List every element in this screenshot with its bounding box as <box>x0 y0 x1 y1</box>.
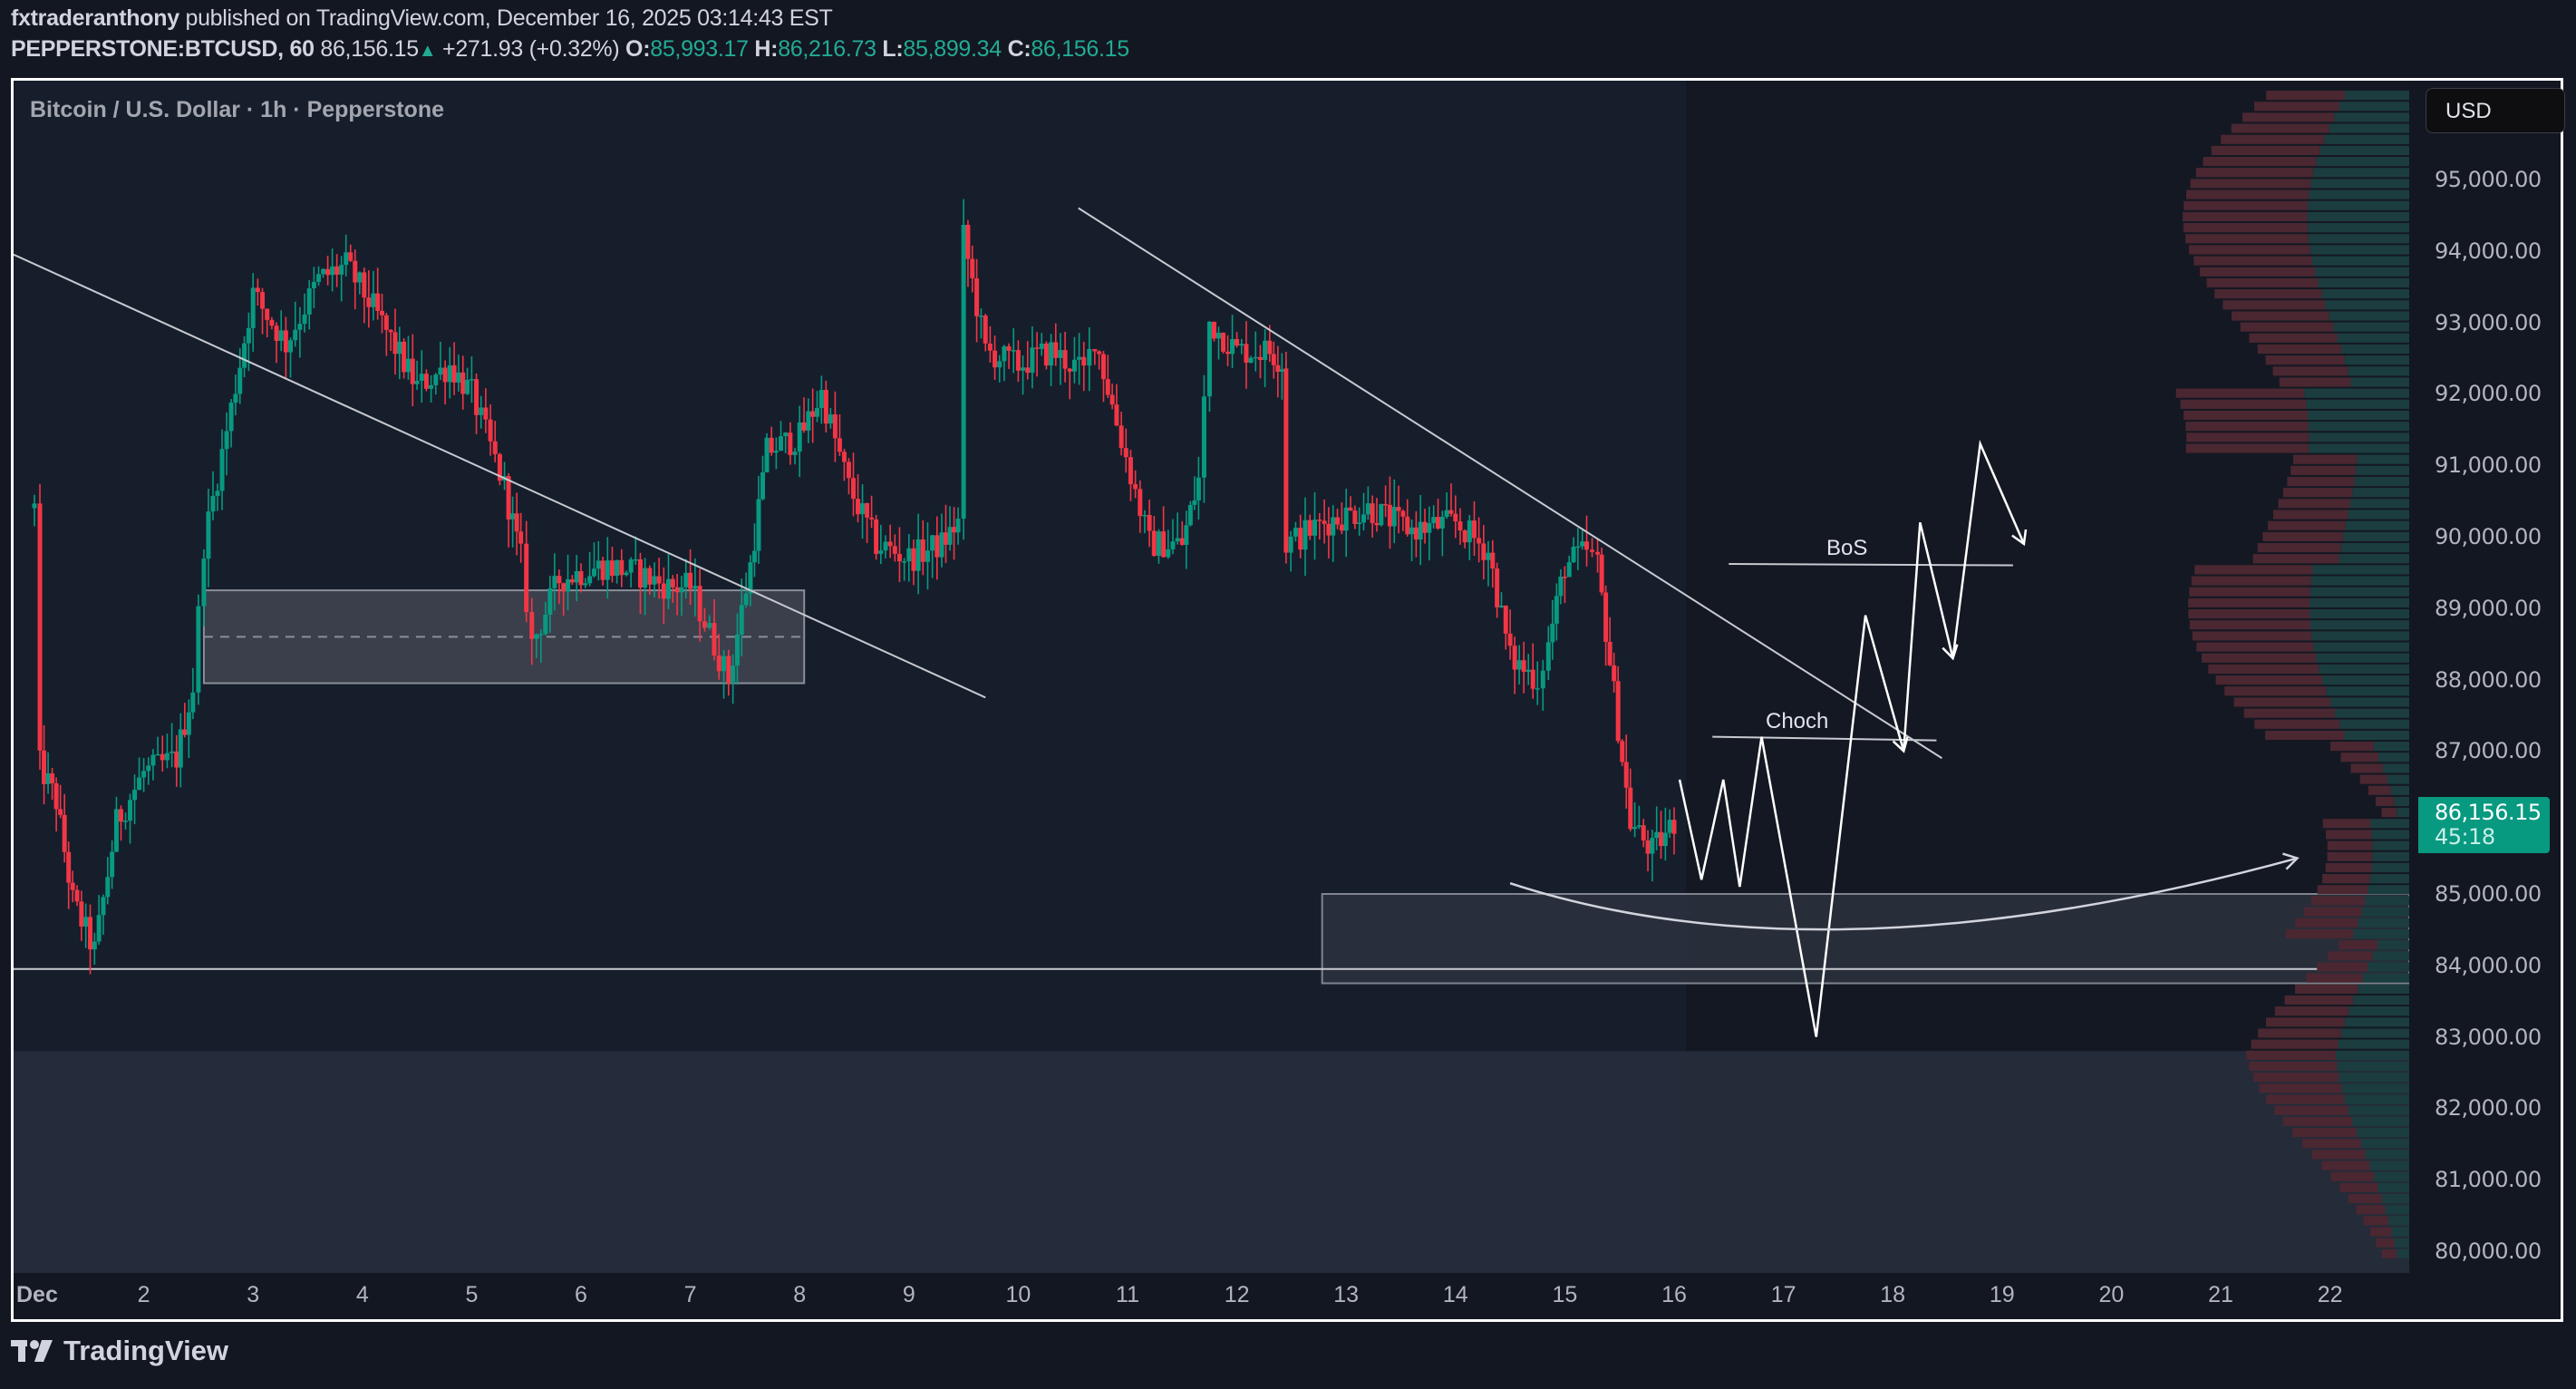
choch-level <box>1712 735 1937 742</box>
close-value: 86,156.15 <box>1031 36 1129 62</box>
date-tick: 10 <box>1005 1282 1031 1307</box>
price-tick: 80,000.00 <box>2435 1238 2542 1264</box>
price-tick: 89,000.00 <box>2435 595 2542 621</box>
price-tick: 91,000.00 <box>2435 452 2542 479</box>
price-tick: 87,000.00 <box>2435 738 2542 764</box>
date-tick: 11 <box>1116 1282 1139 1307</box>
date-tick: 18 <box>1880 1282 1906 1307</box>
date-tick: 12 <box>1224 1282 1250 1307</box>
open-label: O: <box>625 36 651 62</box>
date-tick: 20 <box>2098 1282 2125 1307</box>
price-tick: 83,000.00 <box>2435 1024 2542 1050</box>
date-tick: 13 <box>1333 1282 1360 1307</box>
date-tick: 2 <box>137 1282 150 1307</box>
price-tick: 82,000.00 <box>2435 1095 2542 1122</box>
curved-arrow <box>1509 857 2298 931</box>
price-tick: 84,000.00 <box>2435 952 2542 978</box>
date-tick: Dec <box>16 1282 58 1307</box>
price-change: +271.93 (+0.32%) <box>442 36 620 62</box>
publish-info: fxtraderanthony published on TradingView… <box>11 5 833 32</box>
date-tick: 17 <box>1770 1282 1796 1307</box>
price-tick: 93,000.00 <box>2435 309 2542 335</box>
close-label: C: <box>1007 36 1031 62</box>
current-price: 86,156.15 <box>2435 799 2542 825</box>
current-price-tag: 86,156.15 45:18 <box>2418 796 2550 853</box>
date-tick: 15 <box>1552 1282 1578 1307</box>
trendline-2 <box>1078 207 1943 760</box>
date-tick: 14 <box>1442 1282 1468 1307</box>
price-tick: 88,000.00 <box>2435 666 2542 693</box>
chart-frame: Bitcoin / U.S. Dollar · 1h · Pepperstone… <box>11 78 2565 1322</box>
date-tick: 3 <box>247 1282 260 1307</box>
up-arrow-icon: ▲ <box>418 41 437 61</box>
date-tick: 9 <box>902 1282 915 1307</box>
price-tick: 94,000.00 <box>2435 238 2542 264</box>
date-tick: 21 <box>2208 1282 2233 1307</box>
published-text: published on TradingView.com, December 1… <box>185 5 833 31</box>
date-tick: 4 <box>355 1282 369 1307</box>
bar-countdown: 45:18 <box>2435 823 2495 850</box>
symbol-info-line: PEPPERSTONE:BTCUSD, 60 86,156.15▲ +271.9… <box>11 36 1129 63</box>
lower-shaded-zone <box>14 1051 2409 1273</box>
price-tick: 90,000.00 <box>2435 524 2542 549</box>
chart-canvas[interactable] <box>14 81 2409 1273</box>
bos-label: BoS <box>1826 536 1868 560</box>
date-tick: 8 <box>793 1282 807 1307</box>
author-name: fxtraderanthony <box>11 5 179 31</box>
time-axis[interactable]: Dec 2 3 4 5 6 7 8 9 10 11 12 13 14 15 16 17 18 19 20 21 22 <box>14 1273 2561 1319</box>
high-value: 86,216.73 <box>778 36 876 62</box>
choch-label: Choch <box>1766 709 1829 733</box>
bos-level <box>1729 562 2013 567</box>
date-tick: 22 <box>2317 1282 2343 1307</box>
date-tick: 5 <box>465 1282 479 1307</box>
date-tick: 16 <box>1661 1282 1687 1307</box>
price-tick: 85,000.00 <box>2435 881 2542 907</box>
symbol-label: PEPPERSTONE:BTCUSD, 60 <box>11 36 315 62</box>
last-price: 86,156.15 <box>320 36 419 62</box>
chart-plot-area[interactable]: Bitcoin / U.S. Dollar · 1h · Pepperstone… <box>14 81 2409 1273</box>
price-tick: 92,000.00 <box>2435 381 2542 407</box>
projection-path <box>1678 439 2026 1037</box>
low-value: 85,899.34 <box>903 36 1002 62</box>
open-value: 85,993.17 <box>650 36 749 62</box>
high-label: H: <box>754 36 779 62</box>
date-tick: 6 <box>575 1282 587 1307</box>
date-tick: 7 <box>683 1282 697 1307</box>
chart-legend-title: Bitcoin / U.S. Dollar · 1h · Pepperstone <box>30 97 445 122</box>
price-tick: 95,000.00 <box>2435 167 2542 192</box>
trendline-1 <box>14 253 986 699</box>
low-label: L: <box>882 36 904 62</box>
tradingview-logo-text: TradingView <box>63 1335 229 1366</box>
currency-selector[interactable]: USD <box>2426 88 2565 133</box>
date-tick: 19 <box>1989 1282 2015 1307</box>
price-axis[interactable]: USD 95,000.00 94,000.00 93,000.00 92,000.00… <box>2409 81 2565 1273</box>
tradingview-logo-icon <box>11 1340 53 1362</box>
price-tick: 81,000.00 <box>2435 1167 2542 1193</box>
tradingview-logo: TradingView <box>11 1335 228 1367</box>
